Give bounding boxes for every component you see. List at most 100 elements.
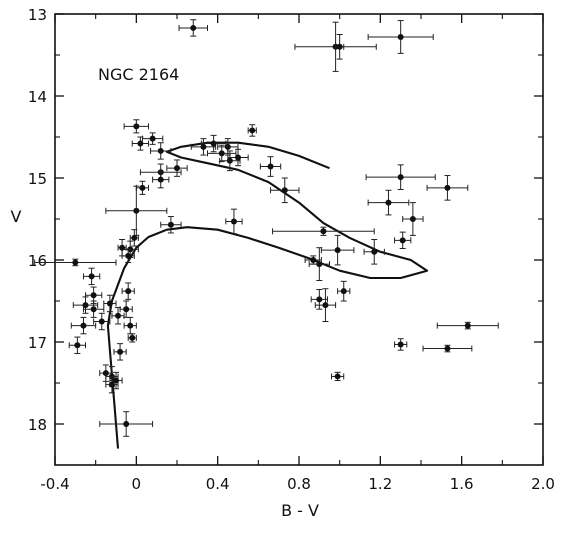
point-marker bbox=[444, 184, 451, 191]
data-point bbox=[270, 177, 300, 204]
point-marker bbox=[117, 348, 124, 355]
axis-ticks bbox=[54, 13, 544, 465]
data-point bbox=[113, 343, 127, 361]
point-marker bbox=[106, 300, 113, 307]
point-marker bbox=[133, 207, 140, 214]
data-point bbox=[121, 248, 135, 263]
x-tick-label: 0.4 bbox=[206, 475, 230, 493]
data-point bbox=[82, 267, 101, 286]
point-marker bbox=[464, 322, 471, 329]
data-point bbox=[109, 371, 123, 390]
data-point bbox=[166, 159, 188, 177]
point-marker bbox=[340, 288, 347, 295]
x-tick-label: 1.6 bbox=[450, 475, 474, 493]
point-marker bbox=[316, 261, 323, 268]
point-marker bbox=[102, 370, 109, 377]
point-marker bbox=[316, 296, 323, 303]
point-marker bbox=[139, 184, 146, 191]
point-marker bbox=[82, 302, 89, 309]
y-tick-label: 15 bbox=[28, 170, 47, 188]
point-marker bbox=[88, 273, 95, 280]
data-point bbox=[367, 189, 410, 216]
x-tick-label: 2.0 bbox=[531, 475, 555, 493]
data-point bbox=[93, 312, 111, 331]
data-point bbox=[129, 229, 139, 247]
data-point bbox=[272, 226, 375, 236]
point-marker bbox=[230, 218, 237, 225]
y-tick-label: 13 bbox=[28, 6, 47, 24]
data-point bbox=[99, 411, 154, 437]
data-point bbox=[123, 119, 150, 134]
y-tick-label: 18 bbox=[28, 416, 47, 434]
data-point bbox=[70, 316, 97, 335]
data-point bbox=[394, 231, 412, 250]
point-marker bbox=[125, 288, 132, 295]
point-marker bbox=[133, 123, 140, 130]
data-point bbox=[247, 124, 257, 137]
data-point bbox=[436, 321, 499, 330]
data-point bbox=[127, 333, 137, 343]
point-marker bbox=[125, 252, 132, 259]
y-tick-label: 16 bbox=[28, 252, 47, 270]
point-marker bbox=[409, 216, 416, 222]
point-marker bbox=[200, 143, 207, 150]
data-point bbox=[160, 216, 182, 234]
point-marker bbox=[190, 24, 197, 31]
data-point bbox=[150, 142, 172, 160]
point-marker bbox=[119, 244, 126, 251]
point-marker bbox=[397, 174, 404, 181]
data-point bbox=[135, 180, 150, 195]
data-point bbox=[310, 289, 328, 310]
data-point bbox=[123, 316, 137, 335]
point-marker bbox=[129, 334, 136, 341]
data-point bbox=[225, 208, 243, 235]
x-tick-label: -0.4 bbox=[40, 475, 69, 493]
point-marker bbox=[397, 33, 404, 40]
point-marker bbox=[218, 150, 225, 157]
data-point bbox=[119, 300, 133, 318]
data-point bbox=[82, 300, 105, 318]
point-marker bbox=[113, 377, 119, 384]
data-point bbox=[121, 282, 135, 300]
cluster-annotation: NGC 2164 bbox=[98, 65, 179, 84]
data-point bbox=[227, 148, 249, 167]
point-marker bbox=[115, 312, 122, 319]
point-marker bbox=[249, 127, 256, 134]
point-marker bbox=[235, 154, 241, 161]
point-marker bbox=[210, 140, 217, 147]
point-marker bbox=[127, 322, 134, 329]
data-point bbox=[190, 138, 217, 156]
data-point bbox=[320, 234, 355, 266]
data-point bbox=[337, 280, 351, 302]
data-point bbox=[178, 19, 208, 37]
y-tick-label: 17 bbox=[28, 334, 47, 352]
data-point bbox=[394, 338, 408, 351]
point-marker bbox=[90, 306, 97, 313]
point-marker bbox=[74, 342, 81, 349]
y-tick-labels: 13 14 15 16 17 18 bbox=[28, 6, 47, 434]
point-marker bbox=[137, 140, 144, 147]
point-marker bbox=[310, 257, 317, 263]
data-point bbox=[365, 164, 436, 190]
data-point bbox=[422, 344, 473, 353]
data-point bbox=[131, 136, 150, 151]
data-point bbox=[152, 170, 170, 189]
x-tick-label: 0.8 bbox=[287, 475, 311, 493]
point-marker bbox=[371, 248, 378, 255]
point-marker bbox=[281, 187, 288, 194]
point-marker bbox=[399, 237, 406, 244]
point-marker bbox=[157, 176, 164, 183]
data-point bbox=[105, 185, 168, 236]
point-marker bbox=[322, 302, 329, 309]
data-point bbox=[207, 144, 237, 163]
point-marker bbox=[385, 199, 392, 206]
y-tick-label: 14 bbox=[28, 88, 47, 106]
point-marker bbox=[224, 143, 231, 150]
data-point bbox=[331, 371, 345, 382]
point-marker bbox=[149, 135, 156, 142]
point-marker bbox=[397, 341, 404, 348]
data-point bbox=[103, 294, 117, 313]
y-axis-title: V bbox=[11, 207, 22, 226]
data-point bbox=[308, 247, 330, 281]
point-marker bbox=[336, 43, 343, 50]
